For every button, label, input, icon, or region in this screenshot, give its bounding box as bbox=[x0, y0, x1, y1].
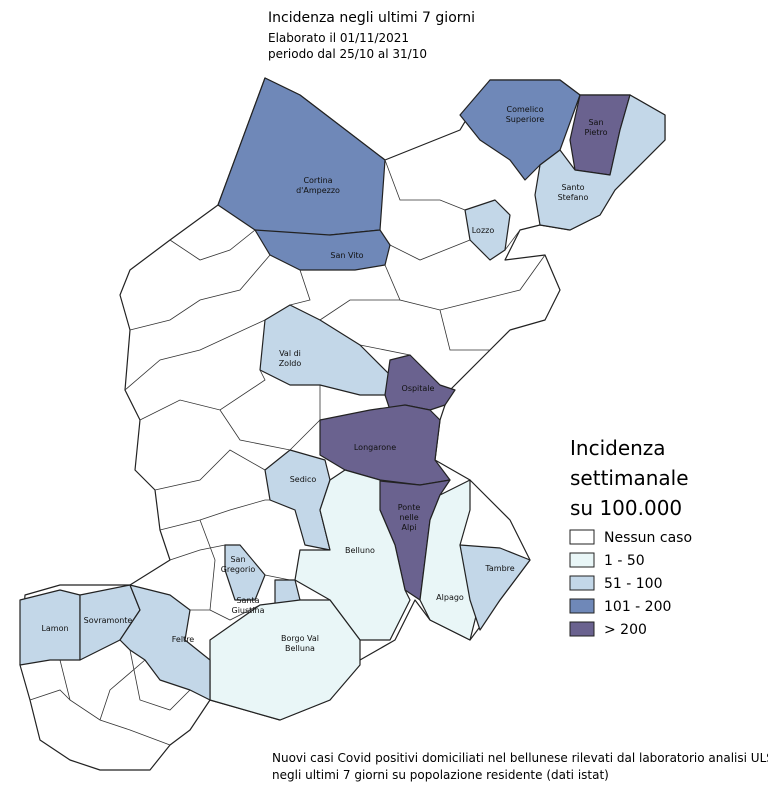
legend-label: > 200 bbox=[604, 622, 647, 638]
municipality-label: Ospitale bbox=[402, 384, 435, 393]
municipality-label: Comelico bbox=[507, 105, 544, 114]
legend-swatch bbox=[569, 598, 595, 614]
legend-label: Nessun caso bbox=[604, 530, 692, 546]
municipality-label: Giustina bbox=[232, 606, 265, 615]
legend-swatch bbox=[569, 575, 595, 591]
municipality-label: Lozzo bbox=[472, 226, 495, 235]
municipality-label: Sovramonte bbox=[84, 616, 133, 625]
region-san-vito bbox=[254, 229, 391, 271]
municipality-label: Cortina bbox=[303, 176, 332, 185]
legend-title: settimanale bbox=[570, 466, 689, 490]
legend-swatch bbox=[569, 529, 595, 545]
region-alpago bbox=[419, 479, 481, 641]
subtitle: Elaborato il 01/11/2021 bbox=[268, 31, 409, 45]
municipality-label: Santa bbox=[236, 596, 259, 605]
municipality-label: d'Ampezzo bbox=[296, 186, 340, 195]
municipality-label: Lamon bbox=[41, 624, 68, 633]
municipality-label: Belluno bbox=[345, 546, 375, 555]
municipality-label: Val di bbox=[279, 349, 301, 358]
municipality-label: San bbox=[588, 118, 603, 127]
title: Incidenza negli ultimi 7 giorni bbox=[268, 10, 475, 26]
region-santo-stefano bbox=[534, 94, 666, 231]
legend-swatch bbox=[569, 621, 595, 637]
region-cortina bbox=[217, 77, 386, 241]
municipal-borders bbox=[29, 159, 546, 746]
legend-label: 101 - 200 bbox=[604, 599, 671, 615]
subtitle: periodo dal 25/10 al 31/10 bbox=[268, 47, 427, 61]
region-longarone bbox=[319, 404, 451, 486]
footer: negli ultimi 7 giorni su popolazione res… bbox=[272, 768, 609, 782]
footer: Nuovi casi Covid positivi domiciliati ne… bbox=[272, 751, 768, 765]
region-ospitale bbox=[384, 354, 456, 411]
legend-swatch bbox=[569, 552, 595, 568]
region-borgo-val-belluna bbox=[209, 599, 361, 721]
region-feltre bbox=[119, 584, 211, 701]
regions bbox=[19, 77, 666, 771]
municipality-label: Alpi bbox=[402, 523, 417, 532]
municipality-label: Tambre bbox=[484, 564, 514, 573]
municipality-label: Sedico bbox=[290, 475, 317, 484]
municipality-label: Belluna bbox=[285, 644, 315, 653]
region-san-gregorio bbox=[224, 544, 266, 601]
legend-title: su 100.000 bbox=[570, 496, 682, 520]
municipality-label: Longarone bbox=[354, 443, 396, 452]
legend-label: 51 - 100 bbox=[604, 576, 663, 592]
municipality-label: Zoldo bbox=[279, 359, 302, 368]
municipality-label: Feltre bbox=[172, 635, 195, 644]
municipality-label: Stefano bbox=[558, 193, 589, 202]
legend-label: 1 - 50 bbox=[604, 553, 645, 569]
municipality-label: Borgo Val bbox=[281, 634, 319, 643]
municipality-label: Superiore bbox=[506, 115, 545, 124]
municipality-label: Pietro bbox=[585, 128, 608, 137]
municipality-label: nelle bbox=[399, 513, 418, 522]
municipality-label: San Vito bbox=[330, 251, 363, 260]
region-tambre bbox=[459, 544, 531, 631]
municipality-label: Alpago bbox=[436, 593, 464, 602]
legend-title: Incidenza bbox=[570, 436, 666, 460]
region-lozzo bbox=[464, 199, 511, 261]
region-belluno bbox=[294, 469, 411, 641]
municipality-label: Santo bbox=[561, 183, 584, 192]
municipality-label: San bbox=[230, 555, 245, 564]
municipality-label: Ponte bbox=[398, 503, 421, 512]
municipality-label: Gregorio bbox=[221, 565, 256, 574]
